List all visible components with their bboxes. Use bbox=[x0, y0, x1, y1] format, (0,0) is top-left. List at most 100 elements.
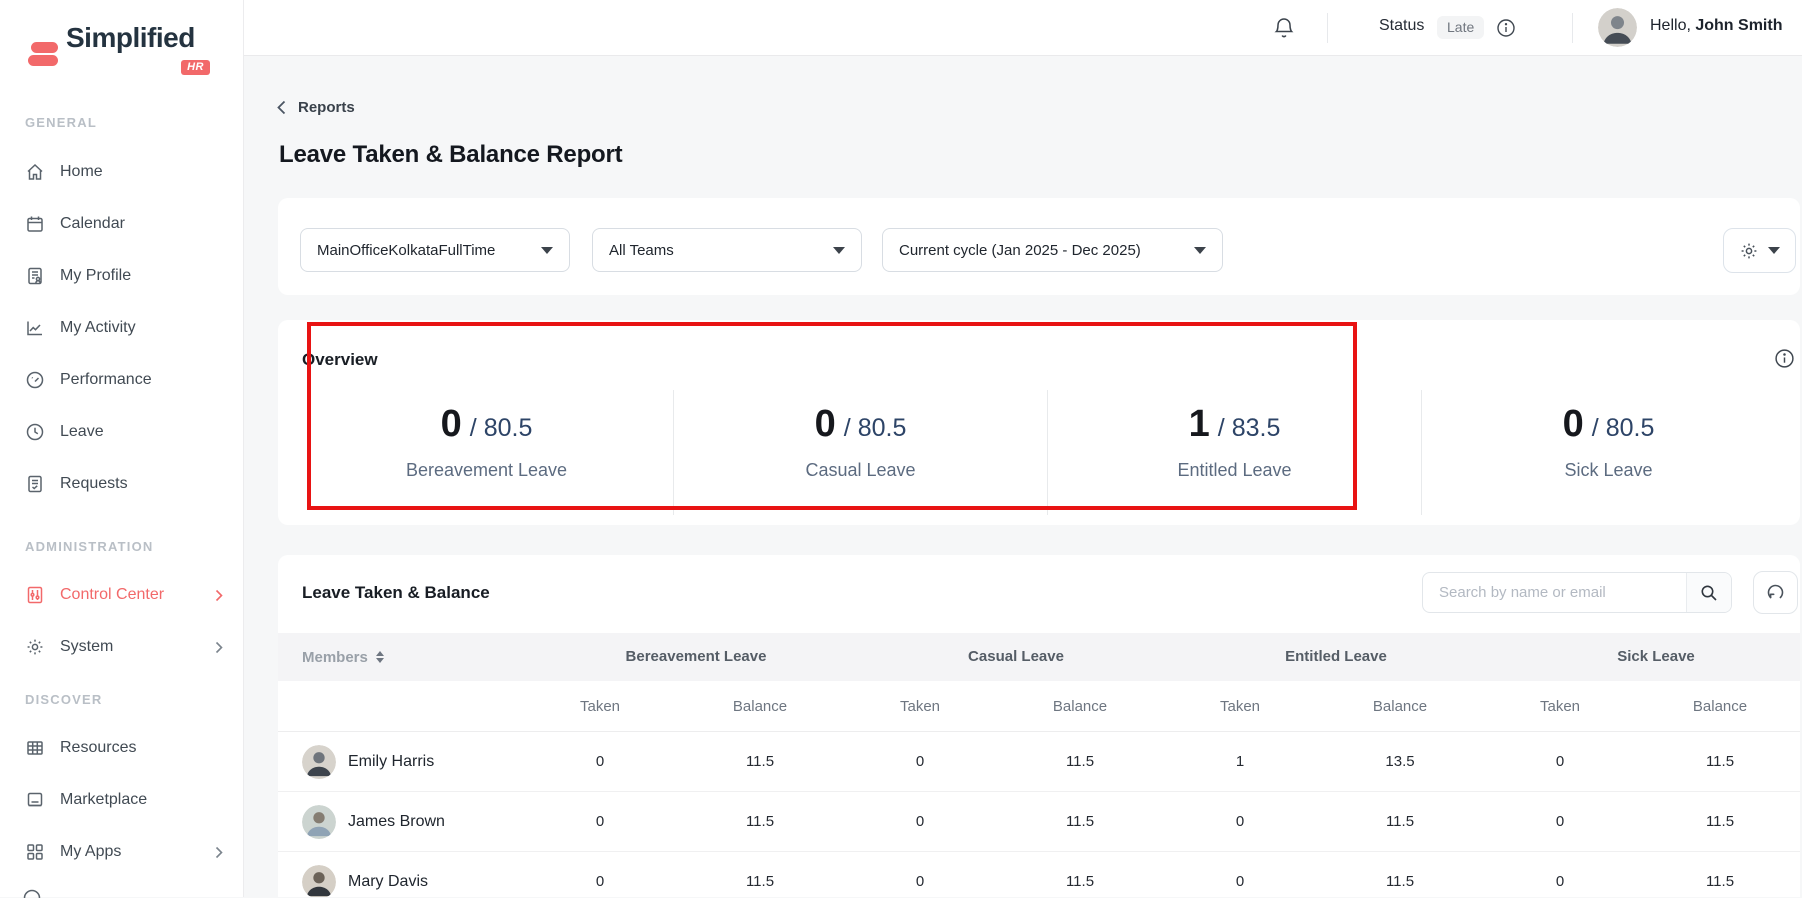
table-title: Leave Taken & Balance bbox=[302, 583, 490, 603]
subheader-taken: Taken bbox=[520, 698, 680, 715]
subheader-taken: Taken bbox=[1480, 698, 1640, 715]
chevron-right-icon bbox=[215, 846, 223, 859]
section-label-discover: DISCOVER bbox=[0, 690, 243, 710]
profile-card-icon bbox=[25, 266, 45, 286]
member-search bbox=[1422, 572, 1732, 613]
chevron-right-icon bbox=[215, 589, 223, 602]
topbar-divider bbox=[1572, 13, 1573, 43]
search-button[interactable] bbox=[1686, 573, 1731, 612]
brand-name: Simplified bbox=[66, 22, 195, 54]
page-title: Leave Taken & Balance Report bbox=[279, 141, 622, 169]
sidebar-item-marketplace[interactable]: Marketplace bbox=[0, 774, 243, 826]
notifications-bell-icon[interactable] bbox=[1273, 16, 1295, 40]
sidebar: Simplified HR GENERAL Home Calendar My P… bbox=[0, 0, 244, 897]
sidebar-item-home[interactable]: Home bbox=[0, 146, 243, 198]
caret-down-icon bbox=[1768, 247, 1780, 254]
sidebar-item-my-profile[interactable]: My Profile bbox=[0, 250, 243, 302]
sidebar-item-control-center[interactable]: Control Center bbox=[0, 569, 243, 621]
grid-table-icon bbox=[25, 738, 45, 758]
user-name: John Smith bbox=[1695, 17, 1782, 34]
sidebar-item-performance[interactable]: Performance bbox=[0, 354, 243, 406]
chevron-left-icon bbox=[277, 100, 286, 115]
subheader-balance: Balance bbox=[1640, 698, 1800, 715]
topbar: Status Late Hello, John Smith bbox=[244, 0, 1802, 56]
caret-down-icon bbox=[833, 247, 845, 254]
status-info-icon[interactable] bbox=[1496, 18, 1516, 38]
group-header-sick: Sick Leave bbox=[1480, 648, 1800, 666]
request-doc-icon bbox=[25, 474, 45, 494]
subheader-taken: Taken bbox=[840, 698, 1000, 715]
table-subheader-row: Taken Balance Taken Balance Taken Balanc… bbox=[278, 681, 1800, 732]
clock-icon bbox=[25, 422, 45, 442]
sidebar-item-leave[interactable]: Leave bbox=[0, 406, 243, 458]
sort-icon[interactable] bbox=[376, 651, 384, 663]
overview-info-icon[interactable] bbox=[1774, 348, 1795, 369]
chevron-right-icon bbox=[215, 641, 223, 654]
settings-dropdown-button[interactable] bbox=[1723, 228, 1796, 273]
stat-sick-leave: 080.5 Sick Leave bbox=[1421, 390, 1795, 515]
entity-dropdown[interactable]: MainOfficeKolkataFullTime bbox=[300, 228, 570, 272]
search-input[interactable] bbox=[1423, 573, 1686, 612]
gear-icon bbox=[25, 637, 45, 657]
brand-hr-badge: HR bbox=[181, 60, 210, 75]
subheader-balance: Balance bbox=[1000, 698, 1160, 715]
group-header-entitled: Entitled Leave bbox=[1160, 648, 1480, 666]
overview-title: Overview bbox=[302, 350, 378, 370]
caret-down-icon bbox=[1194, 247, 1206, 254]
avatar bbox=[302, 745, 336, 779]
gauge-icon bbox=[25, 370, 45, 390]
breadcrumb[interactable]: Reports bbox=[277, 99, 355, 116]
main-content: Reports Leave Taken & Balance Report Mai… bbox=[244, 56, 1802, 897]
activity-chart-icon bbox=[25, 318, 45, 338]
table-row[interactable]: Mary Davis 0 11.5 0 11.5 0 11.5 0 11.5 bbox=[278, 852, 1800, 897]
cut-off-circle-icon bbox=[22, 884, 42, 898]
table-row[interactable]: James Brown 0 11.5 0 11.5 0 11.5 0 11.5 bbox=[278, 792, 1800, 852]
status-label: Status bbox=[1379, 17, 1424, 35]
filters-card: MainOfficeKolkataFullTime All Teams Curr… bbox=[278, 198, 1800, 295]
status-badge: Late bbox=[1437, 16, 1484, 39]
sliders-icon bbox=[25, 585, 45, 605]
overview-stats: 080.5 Bereavement Leave 080.5 Casual Lea… bbox=[300, 390, 1795, 515]
group-header-casual: Casual Leave bbox=[840, 648, 1160, 666]
sidebar-item-my-activity[interactable]: My Activity bbox=[0, 302, 243, 354]
caret-down-icon bbox=[541, 247, 553, 254]
app-logo[interactable]: Simplified HR bbox=[28, 22, 210, 78]
table-group-header-row: Members Bereavement Leave Casual Leave E… bbox=[278, 633, 1800, 681]
brand-pills-icon bbox=[28, 32, 60, 66]
apps-grid-icon bbox=[25, 842, 45, 862]
stat-casual-leave: 080.5 Casual Leave bbox=[673, 390, 1047, 515]
members-column-header[interactable]: Members bbox=[302, 649, 368, 666]
sidebar-item-system[interactable]: System bbox=[0, 621, 243, 673]
subheader-balance: Balance bbox=[1320, 698, 1480, 715]
cycle-dropdown[interactable]: Current cycle (Jan 2025 - Dec 2025) bbox=[882, 228, 1223, 272]
refresh-icon bbox=[1766, 583, 1785, 602]
greeting: Hello, John Smith bbox=[1650, 17, 1782, 35]
storefront-icon bbox=[25, 790, 45, 810]
stat-bereavement-leave: 080.5 Bereavement Leave bbox=[300, 390, 673, 515]
subheader-balance: Balance bbox=[680, 698, 840, 715]
calendar-icon bbox=[25, 214, 45, 234]
avatar bbox=[302, 805, 336, 839]
sidebar-item-my-apps[interactable]: My Apps bbox=[0, 826, 243, 878]
sidebar-item-calendar[interactable]: Calendar bbox=[0, 198, 243, 250]
sidebar-item-requests[interactable]: Requests bbox=[0, 458, 243, 510]
topbar-divider bbox=[1327, 13, 1328, 43]
user-avatar[interactable] bbox=[1598, 8, 1637, 47]
table-body: Emily Harris 0 11.5 0 11.5 1 13.5 0 11.5… bbox=[278, 732, 1800, 897]
sidebar-item-resources[interactable]: Resources bbox=[0, 722, 243, 774]
refresh-button[interactable] bbox=[1753, 571, 1798, 614]
member-name: Emily Harris bbox=[348, 753, 434, 771]
gear-icon bbox=[1739, 241, 1759, 261]
section-label-general: GENERAL bbox=[0, 113, 243, 133]
avatar bbox=[302, 865, 336, 898]
table-row[interactable]: Emily Harris 0 11.5 0 11.5 1 13.5 0 11.5 bbox=[278, 732, 1800, 792]
member-name: James Brown bbox=[348, 813, 445, 831]
section-label-administration: ADMINISTRATION bbox=[0, 537, 243, 557]
member-name: Mary Davis bbox=[348, 873, 428, 891]
leave-table-card: Leave Taken & Balance Members Bereavemen… bbox=[278, 555, 1800, 897]
stat-entitled-leave: 183.5 Entitled Leave bbox=[1047, 390, 1421, 515]
subheader-taken: Taken bbox=[1160, 698, 1320, 715]
teams-dropdown[interactable]: All Teams bbox=[592, 228, 862, 272]
group-header-bereavement: Bereavement Leave bbox=[520, 648, 840, 666]
search-icon bbox=[1700, 584, 1718, 602]
